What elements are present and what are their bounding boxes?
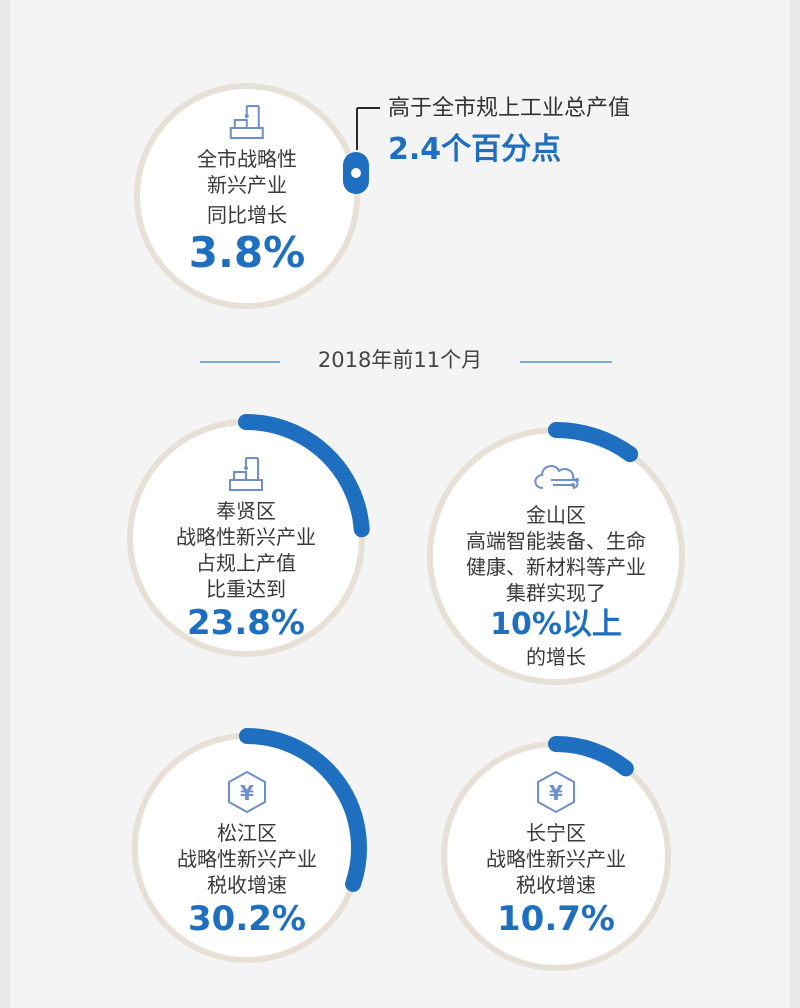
overall-stat: 全市战略性 新兴产业 同比增长 3.8% — [189, 100, 305, 278]
callout-label: 高于全市规上工业总产值 — [388, 96, 631, 121]
stat-value: 30.2% — [188, 899, 306, 939]
stat-label-line: 奉贤区 — [216, 499, 276, 523]
stat-label-line: 比重达到 — [206, 577, 286, 601]
factory-robot-arm-icon — [229, 457, 263, 491]
stat-card-jinshan: 金山区 高端智能装备、生命 健康、新材料等产业 集群实现了 10%以上 的增长 — [466, 456, 646, 670]
callout-value: 2.4个百分点 — [388, 132, 562, 167]
page-edge-left — [0, 0, 10, 1008]
stat-arc-songjiang — [239, 728, 367, 892]
section-divider: 2018年前11个月 — [0, 344, 800, 374]
stat-label-line: 高端智能装备、生命 — [466, 529, 646, 553]
callout: 高于全市规上工业总产值 2.4个百分点 — [388, 90, 630, 168]
stat-value: 10%以上 — [490, 607, 622, 642]
divider-line-left — [200, 361, 280, 363]
stat-label-line: 金山区 — [526, 503, 586, 527]
stat-label-line: 集群实现了 — [506, 581, 606, 605]
stat-label-line: 占规上产值 — [196, 551, 296, 575]
overall-label-3: 同比增长 — [206, 203, 287, 227]
stat-card-fengxian: 奉贤区 战略性新兴产业 占规上产值 比重达到 23.8% — [176, 452, 316, 644]
stat-value: 23.8% — [187, 603, 305, 643]
stat-suffix: 的增长 — [526, 645, 586, 669]
stat-label-line: 松江区 — [217, 821, 277, 845]
cloud-network-icon — [534, 465, 579, 489]
stat-arc-fengxian — [238, 414, 370, 538]
stat-card-changning: ¥ 长宁区 战略性新兴产业 税收增速 10.7% — [486, 770, 626, 940]
stat-label-line: 长宁区 — [526, 821, 586, 845]
stat-label-line: 战略性新兴产业 — [176, 525, 316, 549]
svg-text:¥: ¥ — [549, 781, 563, 805]
stat-arc-jinshan — [548, 422, 639, 463]
callout-knob-dot — [351, 168, 361, 178]
divider-line-right — [520, 361, 612, 363]
factory-robot-arm-icon — [229, 105, 264, 139]
stat-arc-changning — [548, 736, 634, 777]
overall-ring — [134, 83, 360, 309]
page-edge-right — [790, 0, 800, 1008]
stat-label-line: 税收增速 — [207, 873, 287, 897]
stat-label-line: 税收增速 — [516, 873, 596, 897]
overall-label-2: 新兴产业 — [206, 173, 287, 197]
section-header: 2018年前11个月 — [317, 348, 483, 372]
stat-value: 10.7% — [497, 899, 615, 939]
overall-label-1: 全市战略性 — [196, 147, 297, 171]
stat-label-line: 战略性新兴产业 — [486, 847, 626, 871]
svg-text:¥: ¥ — [240, 781, 254, 805]
stat-label-line: 战略性新兴产业 — [177, 847, 317, 871]
yen-coin-icon: ¥ — [537, 770, 575, 814]
overall-value: 3.8% — [188, 228, 306, 277]
stat-label-line: 健康、新材料等产业 — [466, 555, 646, 579]
stat-card-songjiang: ¥ 松江区 战略性新兴产业 税收增速 30.2% — [177, 770, 317, 940]
yen-coin-icon: ¥ — [228, 770, 266, 814]
